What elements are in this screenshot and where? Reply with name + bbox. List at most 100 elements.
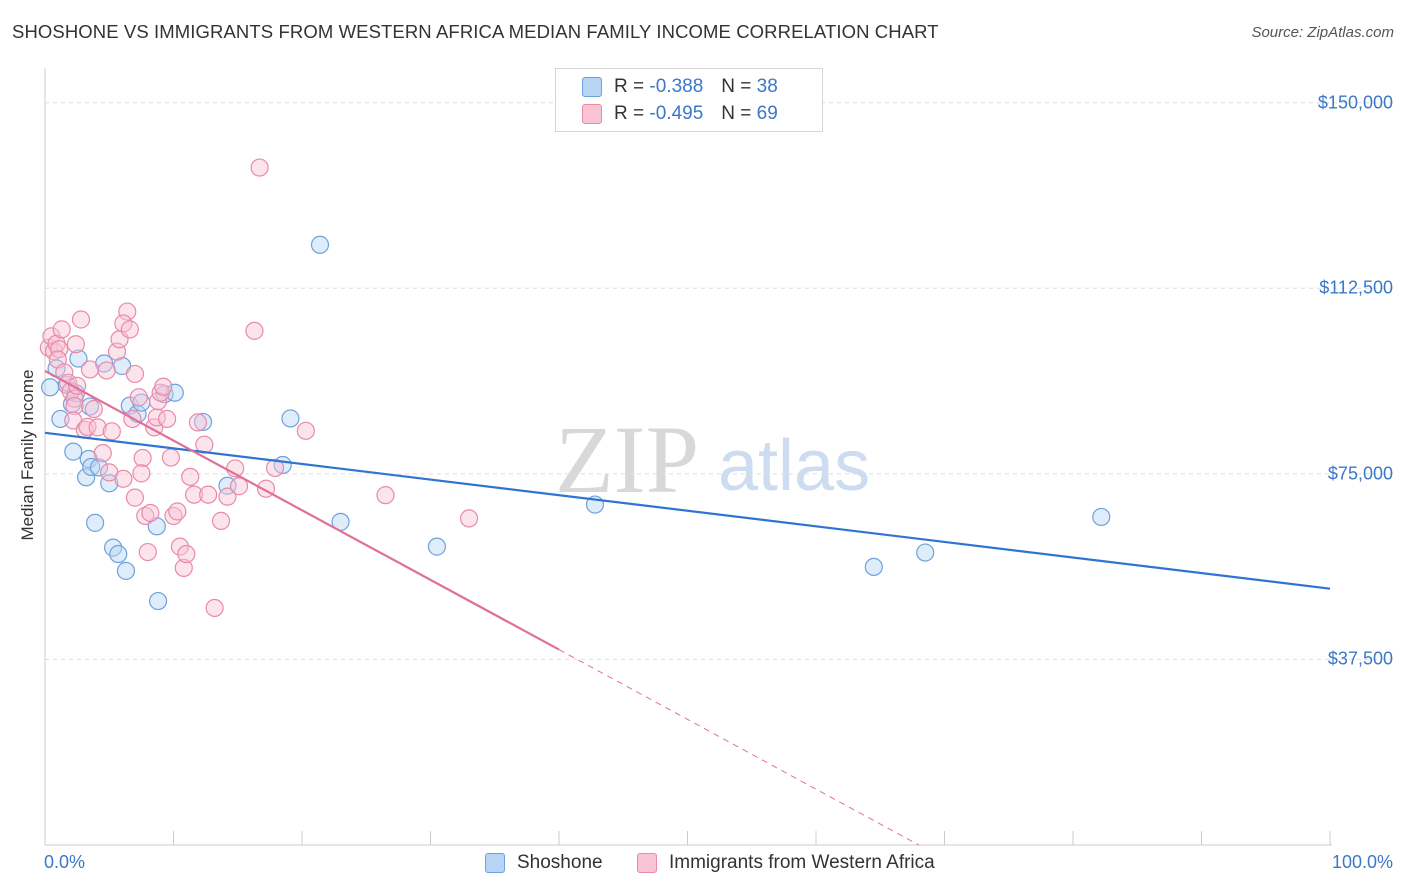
legend-n-value: 69 [756,103,778,124]
legend-n-label: N = [721,76,752,97]
data-point-western-africa [229,477,249,496]
legend-r-label: R = [614,76,645,97]
data-point-western-africa [157,409,177,429]
data-point-western-africa [93,443,112,463]
data-point-western-africa [218,487,237,506]
legend-row-western-africa: R = -0.495 N = 69 [582,103,778,125]
data-point-shoshone [864,557,883,577]
data-point-shoshone [193,412,213,432]
source-label: Source: ZipAtlas.com [1251,24,1394,41]
y-tick-label: $150,000 [1317,92,1393,113]
legend-r-value: -0.388 [649,76,704,97]
trend-lines [44,369,1331,846]
data-point-shoshone [148,591,168,611]
data-point-western-africa [71,310,91,329]
data-point-western-africa [205,598,224,618]
watermark-zip: ZIP [555,406,699,513]
data-point-shoshone [427,537,447,556]
data-point-western-africa [133,448,152,468]
y-tick-label: $112,500 [1319,277,1393,298]
data-point-western-africa [154,377,173,396]
data-point-western-africa [120,320,139,339]
data-point-western-africa [138,542,157,562]
data-point-western-africa [52,320,71,339]
data-point-shoshone [109,544,128,564]
data-point-western-africa [84,399,103,419]
data-point-western-africa [80,360,100,379]
data-point-western-africa [88,418,107,437]
y-tick-label: $37,500 [1327,648,1393,669]
data-point-western-africa [141,503,160,523]
legend-item-western-africa[interactable]: Immigrants from Western Africa [637,852,935,874]
data-point-western-africa [102,422,121,441]
y-tick-label: $75,000 [1327,463,1393,484]
data-point-western-africa [376,486,395,505]
data-point-shoshone [310,235,330,254]
legend-swatch-western-africa [637,853,657,873]
data-point-shoshone [64,442,83,461]
data-point-western-africa [66,335,85,354]
data-point-western-africa [118,302,137,321]
data-point-western-africa [114,469,133,488]
data-point-shoshone [82,457,101,477]
grid-lines [45,102,1395,660]
legend-label-western-africa: Immigrants from Western Africa [669,852,935,873]
data-point-shoshone [89,458,109,477]
data-point-western-africa [132,464,151,483]
legend-r-value: -0.495 [649,103,704,124]
legend-n-label: N = [721,103,752,124]
legend-item-shoshone[interactable]: Shoshone [485,852,603,874]
data-point-western-africa [125,364,145,384]
data-point-western-africa [97,361,116,380]
data-point-shoshone [69,349,88,368]
data-point-western-africa [265,458,285,478]
x-tick-label-max: 100.0% [1331,852,1393,872]
legend-label-shoshone: Shoshone [517,852,603,873]
data-point-western-africa [181,467,200,486]
data-point-western-africa [459,509,479,528]
data-point-shoshone [100,474,119,493]
data-point-shoshone [916,543,935,562]
x-tick-label-min: 0.0% [44,852,86,872]
data-point-shoshone [86,513,105,532]
series-legend: Shoshone Immigrants from Western Africa [0,852,1406,878]
data-point-western-africa [65,396,84,416]
watermark-atlas: atlas [718,426,870,506]
legend-row-shoshone: R = -0.388 N = 38 [582,76,778,98]
data-point-western-africa [161,448,181,467]
data-point-western-africa [129,388,148,407]
data-points [39,158,1111,618]
trend-line-shoshone [44,431,1331,590]
data-point-western-africa [174,558,193,577]
data-point-western-africa [170,537,190,556]
axes [44,68,1332,846]
data-point-shoshone [165,383,184,402]
data-point-shoshone [1092,507,1111,527]
data-point-shoshone [77,468,96,487]
trend-line-western-africa-extension [558,649,920,846]
legend-swatch-pink [582,104,602,124]
legend-swatch-blue [582,77,602,97]
legend-n-value: 38 [756,76,778,97]
data-point-western-africa [250,158,269,177]
data-point-western-africa [296,421,315,440]
data-point-western-africa [125,488,145,507]
data-point-shoshone [281,409,300,428]
data-point-western-africa [188,413,208,432]
watermark: ZIP atlas [555,406,870,513]
data-point-shoshone [116,561,136,580]
data-point-western-africa [199,485,218,504]
trend-line-western-africa [44,369,560,651]
data-point-western-africa [168,502,187,521]
chart-title: SHOSHONE VS IMMIGRANTS FROM WESTERN AFRI… [12,21,939,42]
data-point-western-africa [78,417,97,436]
data-point-western-africa [177,544,196,564]
data-point-shoshone [41,378,60,397]
data-point-western-africa [211,511,231,530]
legend-r-label: R = [614,103,645,124]
legend-swatch-shoshone [485,853,505,873]
data-point-western-africa [136,506,155,526]
data-point-western-africa [245,321,264,340]
correlation-legend: R = -0.388 N = 38 R = -0.495 N = 69 [555,68,823,132]
